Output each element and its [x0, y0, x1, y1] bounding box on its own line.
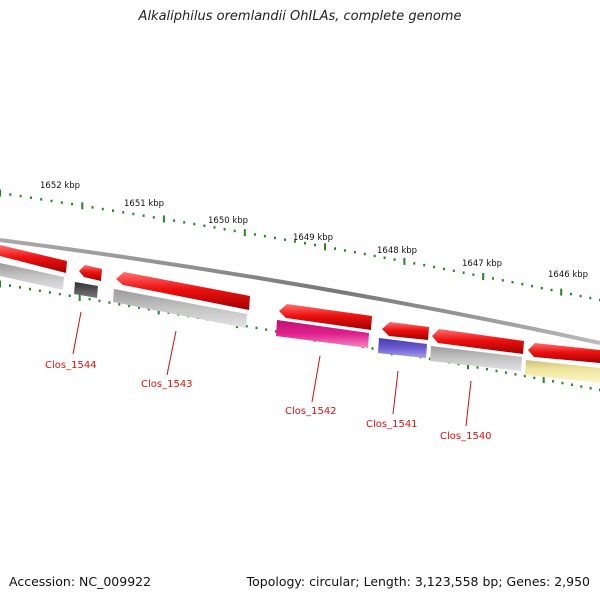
gene-label-clos-1541[interactable]: Clos_1541: [366, 419, 418, 430]
scale-label-1650: 1650 kbp: [208, 216, 248, 226]
map-title: Alkaliphilus oremlandii OhILAs, complete…: [138, 9, 462, 24]
gene-forward-2[interactable]: [79, 265, 102, 281]
gene-label-clos-1544[interactable]: Clos_1544: [45, 360, 97, 371]
gene-label-clos-1540[interactable]: Clos_1540: [440, 431, 492, 442]
gene-forward-3[interactable]: [116, 272, 250, 310]
accession-label: Accession: NC_009922: [9, 574, 152, 589]
scale-label-1648: 1648 kbp: [377, 246, 417, 256]
leader-line-1540: [465, 380, 472, 427]
scale-label-1647: 1647 kbp: [462, 259, 502, 269]
reverse-strand-genes: [0, 263, 600, 383]
gene-forward-7[interactable]: [528, 343, 600, 363]
gene-reverse-3[interactable]: [113, 289, 247, 328]
scale-label-1649: 1649 kbp: [293, 233, 333, 243]
gene-reverse-7[interactable]: [525, 360, 600, 383]
gene-forward-4[interactable]: [279, 304, 372, 330]
gene-forward-1[interactable]: [0, 245, 67, 273]
gene-labels: Clos_1544 Clos_1543 Clos_1542 Clos_1541 …: [45, 360, 492, 442]
gene-reverse-2[interactable]: [74, 282, 98, 298]
leader-line-1542: [311, 355, 321, 403]
gene-forward-6[interactable]: [432, 329, 524, 354]
scale-label-1652: 1652 kbp: [40, 181, 80, 191]
gene-reverse-1[interactable]: [0, 263, 64, 290]
scale-label-1646: 1646 kbp: [548, 270, 588, 280]
gene-reverse-4[interactable]: [276, 320, 369, 348]
leader-line-1543: [166, 330, 177, 376]
genome-summary: Topology: circular; Length: 3,123,558 bp…: [246, 574, 590, 589]
gene-reverse-6[interactable]: [430, 346, 522, 371]
gene-reverse-5[interactable]: [378, 338, 427, 358]
gene-forward-5[interactable]: [382, 322, 429, 340]
scale-label-1651: 1651 kbp: [124, 199, 164, 209]
scale-labels: 1652 kbp 1651 kbp 1650 kbp 1649 kbp 1648…: [40, 181, 588, 280]
gene-label-clos-1543[interactable]: Clos_1543: [141, 379, 193, 390]
forward-strand-genes: [0, 245, 600, 363]
gene-label-clos-1542[interactable]: Clos_1542: [285, 406, 337, 417]
genome-backbone: [0, 238, 600, 345]
leader-line-1541: [392, 370, 399, 415]
gene-label-lines: [72, 311, 472, 427]
leader-line-1544: [72, 311, 82, 355]
